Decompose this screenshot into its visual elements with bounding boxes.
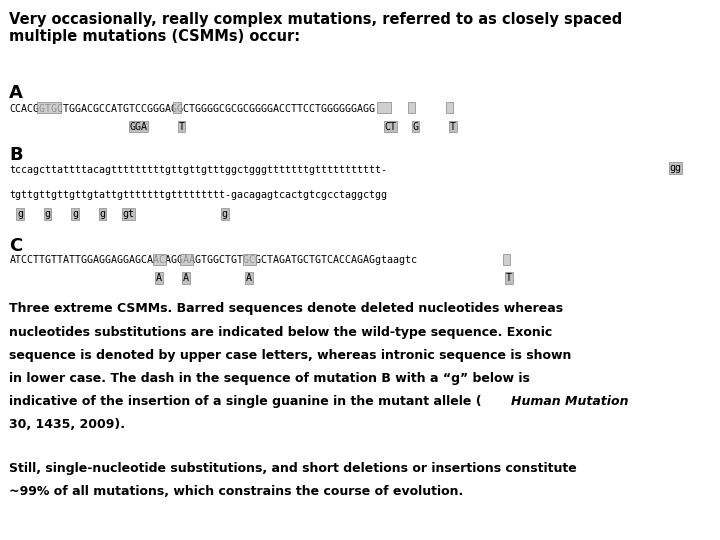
Text: T: T — [506, 273, 512, 284]
Text: C: C — [9, 237, 22, 254]
Text: G: G — [413, 122, 418, 132]
Text: A: A — [183, 273, 189, 284]
Text: g: g — [45, 209, 50, 219]
FancyBboxPatch shape — [153, 254, 166, 265]
FancyBboxPatch shape — [377, 102, 391, 113]
Text: Three extreme CSMMs. Barred sequences denote deleted nucleotides whereas: Three extreme CSMMs. Barred sequences de… — [9, 302, 564, 315]
Text: tccagcttattttacagtttttttttgttgttgtttggctgggtttttttgttttttttttt-: tccagcttattttacagtttttttttgttgttgtttggct… — [9, 165, 387, 175]
Text: indicative of the insertion of a single guanine in the mutant allele (: indicative of the insertion of a single … — [9, 395, 482, 408]
Text: Very occasionally, really complex mutations, referred to as closely spaced
multi: Very occasionally, really complex mutati… — [9, 12, 623, 44]
FancyBboxPatch shape — [243, 254, 256, 265]
Text: nucleotides substitutions are indicated below the wild-type sequence. Exonic: nucleotides substitutions are indicated … — [9, 326, 553, 339]
Text: g: g — [72, 209, 78, 219]
Text: CCACGGTGCTGGACGCCATGTCCGGGAGGCTGGGGCGCGCGGGGACCTTCCTGGGGGGAGG: CCACGGTGCTGGACGCCATGTCCGGGAGGCTGGGGCGCGC… — [9, 104, 375, 114]
Text: CT: CT — [384, 122, 397, 132]
Text: in lower case. The dash in the sequence of mutation B with a “g” below is: in lower case. The dash in the sequence … — [9, 372, 530, 385]
FancyBboxPatch shape — [408, 102, 415, 113]
Text: gg: gg — [670, 163, 682, 173]
Text: T: T — [179, 122, 184, 132]
FancyBboxPatch shape — [173, 102, 181, 113]
Text: ~99% of all mutations, which constrains the course of evolution.: ~99% of all mutations, which constrains … — [9, 485, 464, 498]
Text: gt: gt — [122, 209, 135, 219]
Text: g: g — [17, 209, 23, 219]
FancyBboxPatch shape — [503, 254, 510, 265]
FancyBboxPatch shape — [180, 254, 193, 265]
Text: g: g — [222, 209, 228, 219]
Text: Human Mutation: Human Mutation — [511, 395, 629, 408]
Text: ATCCTTGTTATTGGAGGAGGAGCAACAGGAAGTGGCTGTGCGCTAGATGCTGTCACCAGAGgtaagtc: ATCCTTGTTATTGGAGGAGGAGCAACAGGAAGTGGCTGTG… — [9, 255, 418, 266]
Text: Still, single-nucleotide substitutions, and short deletions or insertions consti: Still, single-nucleotide substitutions, … — [9, 462, 577, 475]
Text: sequence is denoted by upper case letters, whereas intronic sequence is shown: sequence is denoted by upper case letter… — [9, 349, 572, 362]
Text: g: g — [99, 209, 105, 219]
Text: 30, 1435, 2009).: 30, 1435, 2009). — [9, 418, 125, 431]
FancyBboxPatch shape — [446, 102, 453, 113]
Text: A: A — [156, 273, 162, 284]
Text: GGA: GGA — [130, 122, 148, 132]
FancyBboxPatch shape — [37, 102, 61, 113]
Text: T: T — [450, 122, 456, 132]
Text: A: A — [9, 84, 23, 102]
Text: B: B — [9, 146, 23, 164]
Text: tgttgttgttgttgtattgtttttttgttttttttt-gacagagtcactgtcgcctaggctgg: tgttgttgttgttgtattgtttttttgttttttttt-gac… — [9, 190, 387, 200]
Text: A: A — [246, 273, 252, 284]
